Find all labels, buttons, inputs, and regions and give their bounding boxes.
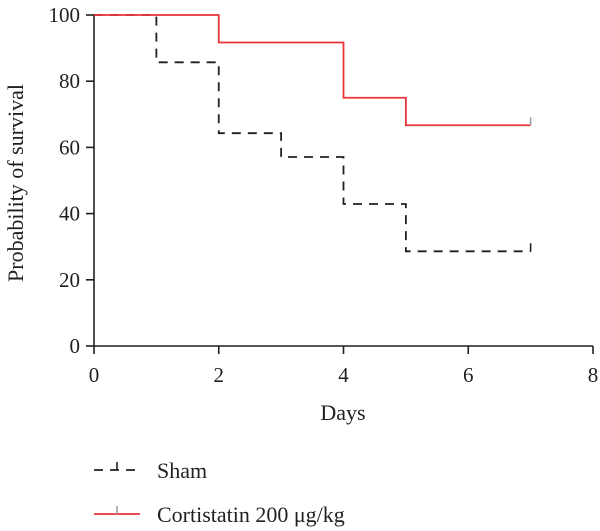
x-tick-label: 6 [463,363,474,387]
x-tick-label: 4 [338,363,349,387]
x-tick-label: 8 [588,363,599,387]
series-layer [94,14,532,253]
x-tick-label: 2 [214,363,225,387]
series-line-0 [94,14,531,253]
x-axis-title: Days [320,400,365,425]
y-tick-label: 0 [70,334,81,358]
legend-label-0: Sham [157,458,207,483]
y-tick-label: 60 [59,135,80,159]
y-axis-title: Probability of survival [3,84,28,282]
y-ticks: 0 20 40 60 80 100 [49,3,94,358]
y-tick-label: 40 [59,202,80,226]
y-tick-label: 20 [59,268,80,292]
x-ticks: 0 2 4 6 8 [89,346,599,387]
legend-label-1: Cortistatin 200 μg/kg [157,502,345,527]
series-line-1 [94,14,531,127]
y-tick-label: 100 [49,3,81,27]
plot-area: 0 2 4 6 8 0 20 40 60 80 100 [49,3,599,387]
x-tick-label: 0 [89,363,100,387]
legend: Sham Cortistatin 200 μg/kg [94,458,345,527]
y-tick-label: 80 [59,69,80,93]
